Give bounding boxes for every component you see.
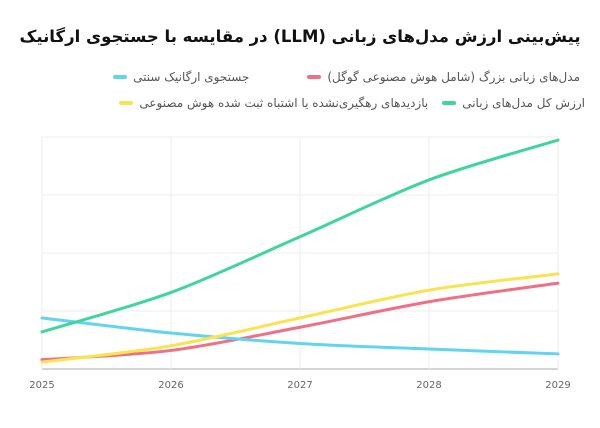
- legend-swatch: [442, 101, 457, 105]
- x-tick-label: 2026: [158, 380, 183, 391]
- series-line-1: [40, 316, 560, 356]
- legend-item-total-llm[interactable]: ارزش کل مدل‌های زبانی: [436, 96, 585, 110]
- x-tick-label: 2028: [416, 380, 441, 391]
- legend-swatch: [307, 75, 322, 79]
- series-line-2: [40, 138, 560, 334]
- legend-item-llm[interactable]: مدل‌های زبانی بزرگ (شامل هوش مصنوعی گوگل…: [301, 70, 580, 84]
- legend-item-untracked[interactable]: بازدیدهای رهگیری‌نشده یا اشتباه ثبت شده …: [113, 96, 428, 110]
- x-tick-label: 2025: [29, 380, 54, 391]
- legend-row-1: مدل‌های زبانی بزرگ (شامل هوش مصنوعی گوگل…: [107, 70, 580, 84]
- legend-swatch: [119, 101, 134, 105]
- chart-title: پیش‌بینی ارزش مدل‌های زبانی (LLM) در مقا…: [19, 27, 581, 46]
- legend-label: ارزش کل مدل‌های زبانی: [462, 96, 585, 110]
- x-tick-label: 2027: [287, 380, 312, 391]
- legend-label: بازدیدهای رهگیری‌نشده یا اشتباه ثبت شده …: [139, 96, 429, 110]
- x-tick-label: 2029: [545, 380, 570, 391]
- series-line-0: [40, 281, 560, 362]
- legend-label: جستجوی ارگانیک سنتی: [133, 70, 250, 84]
- legend-label: مدل‌های زبانی بزرگ (شامل هوش مصنوعی گوگل…: [327, 70, 580, 84]
- series-line-3: [40, 272, 560, 364]
- legend-swatch: [113, 75, 128, 79]
- legend-item-organic[interactable]: جستجوی ارگانیک سنتی: [107, 70, 249, 84]
- legend-row-2: ارزش کل مدل‌های زبانی بازدیدهای رهگیری‌ن…: [113, 96, 585, 110]
